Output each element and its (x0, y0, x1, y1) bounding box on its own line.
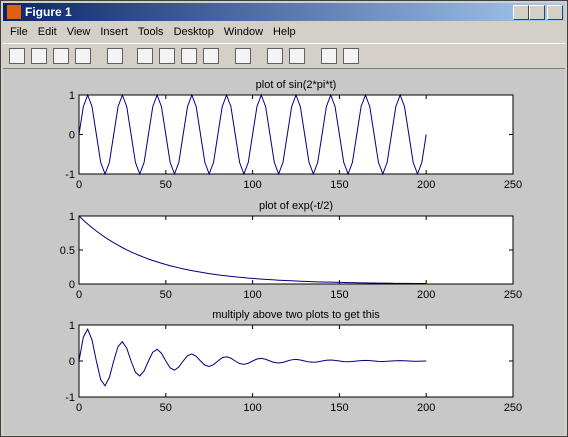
x-tick-label: 250 (504, 179, 522, 191)
new-button[interactable] (9, 48, 25, 64)
y-tick-label: -1 (65, 392, 75, 404)
axes-background (79, 216, 513, 284)
x-tick-label: 150 (330, 289, 348, 301)
x-tick-label: 50 (160, 289, 172, 301)
zoom-in-button[interactable] (137, 48, 153, 64)
axes-background (79, 95, 513, 174)
axes-box (78, 324, 514, 398)
window-title: Figure 1 (25, 5, 72, 19)
data-line (78, 328, 427, 387)
menu-item[interactable]: Insert (100, 26, 128, 38)
data-cursor-button[interactable] (235, 48, 251, 64)
menu-item[interactable]: View (66, 26, 91, 38)
y-tick-label: 0.5 (60, 245, 75, 257)
y-tick-label: 1 (69, 211, 75, 223)
maximize-button[interactable] (529, 5, 545, 20)
x-tick-label: 100 (243, 179, 261, 191)
title-bar: Figure 1 (3, 3, 565, 21)
pan-button[interactable] (181, 48, 197, 64)
x-tick-label: 0 (76, 289, 82, 301)
data-line (78, 215, 427, 285)
axes-title: plot of exp(-t/2) (259, 200, 333, 212)
axes-background (79, 325, 513, 397)
x-tick-label: 200 (417, 402, 435, 414)
figure: plot of sin(2*pi*t)0 50 100 150 200 250-101pl… (3, 69, 565, 435)
menu-item[interactable]: Edit (37, 26, 57, 38)
axes-title: plot of sin(2*pi*t) (256, 79, 337, 91)
legend-button[interactable] (289, 48, 305, 64)
x-tick-label: 100 (243, 289, 261, 301)
menu-bar: File Edit View Insert Tools Desktop Window Help (3, 23, 565, 42)
menu-item[interactable]: File (10, 26, 28, 38)
zoom-out-button[interactable] (159, 48, 175, 64)
menu-item[interactable]: Desktop (173, 26, 214, 38)
data-line (78, 93, 427, 176)
colorbar-button[interactable] (267, 48, 283, 64)
show-tools-button[interactable] (343, 48, 359, 64)
x-tick-label: 50 (160, 179, 172, 191)
print-button[interactable] (75, 48, 91, 64)
open-button[interactable] (31, 48, 47, 64)
menu-item[interactable]: Window (223, 26, 264, 38)
menu-item[interactable]: Help (273, 26, 296, 38)
rotate-button[interactable] (203, 48, 219, 64)
y-tick-label: 0 (69, 130, 75, 142)
y-tick-label: 1 (69, 320, 75, 332)
save-button[interactable] (53, 48, 69, 64)
y-tick-label: 1 (69, 90, 75, 102)
x-tick-label: 200 (417, 179, 435, 191)
app-icon (7, 5, 21, 19)
x-tick-label: 100 (243, 402, 261, 414)
y-tick-label: -1 (65, 169, 75, 181)
x-tick-label: 0 (76, 179, 82, 191)
pointer-button[interactable] (107, 48, 123, 64)
axes-box (78, 94, 514, 175)
axes-box (78, 215, 514, 285)
minimize-button[interactable] (513, 5, 529, 20)
x-tick-label: 150 (330, 179, 348, 191)
y-tick-label: 0 (69, 356, 75, 368)
x-tick-label: 150 (330, 402, 348, 414)
axes-title: multiply above two plots to get this (212, 309, 380, 321)
x-tick-label: 0 (76, 402, 82, 414)
x-tick-label: 200 (417, 289, 435, 301)
x-tick-label: 250 (504, 289, 522, 301)
x-tick-label: 250 (504, 402, 522, 414)
menu-item[interactable]: Tools (137, 26, 164, 38)
hide-tools-button[interactable] (321, 48, 337, 64)
toolbar (3, 43, 565, 69)
x-tick-label: 50 (160, 402, 172, 414)
close-button[interactable] (547, 5, 563, 20)
y-tick-label: 0 (69, 279, 75, 291)
